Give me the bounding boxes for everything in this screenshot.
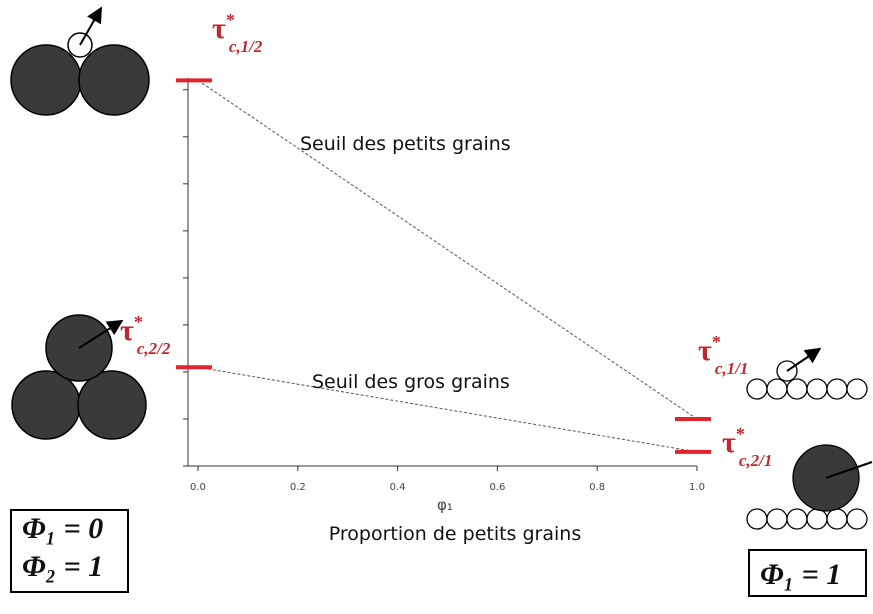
series-line: [197, 366, 698, 453]
x-tick-label: 0.0: [190, 482, 206, 493]
x-tick-label: 0.6: [489, 482, 505, 493]
box-left: [10, 509, 129, 593]
x-tick-label: 0.2: [290, 482, 306, 493]
x-tick-label: 0.4: [390, 482, 406, 493]
tau-sub: c,1/1: [715, 359, 749, 378]
box-right: [748, 549, 867, 597]
grains-right-small: [746, 347, 868, 400]
x-axis-label: φ₁: [437, 496, 453, 514]
grains-top-left: [10, 6, 150, 116]
tau-sup: *: [226, 10, 235, 30]
grains-right-large: [746, 444, 873, 530]
tau-sub: c,1/2: [229, 37, 263, 56]
grains-mid-left: [11, 314, 147, 440]
tau-label: τ* c,1/1: [698, 332, 748, 378]
x-tick-label: 0.8: [589, 482, 605, 493]
tau-symbol: τ: [698, 334, 712, 367]
box-text: Φ₁ = 1: [760, 558, 841, 591]
tau-symbol: τ: [120, 314, 134, 347]
tau-sup: *: [134, 312, 143, 332]
tau-sup: *: [736, 424, 745, 444]
box-text: Φ₂ = 1: [22, 550, 103, 583]
box-text: Φ₁ = 0: [22, 512, 103, 545]
tau-label: τ* c,2/1: [722, 424, 772, 470]
series-label: Seuil des petits grains: [300, 133, 511, 155]
tau-label: τ* c,1/2: [212, 10, 263, 56]
tau-symbol: τ: [212, 12, 226, 45]
series-label: Seuil des gros grains: [312, 371, 510, 393]
x-tick-label: 1.0: [689, 482, 705, 493]
tau-sub: c,2/2: [137, 339, 171, 358]
series-line: [197, 79, 698, 420]
tau-symbol: τ: [722, 426, 736, 459]
tau-label: τ* c,2/2: [120, 312, 171, 358]
tau-sub: c,2/1: [739, 451, 773, 470]
x-axis-caption: Proportion de petits grains: [329, 523, 581, 545]
tau-sup: *: [712, 332, 721, 352]
